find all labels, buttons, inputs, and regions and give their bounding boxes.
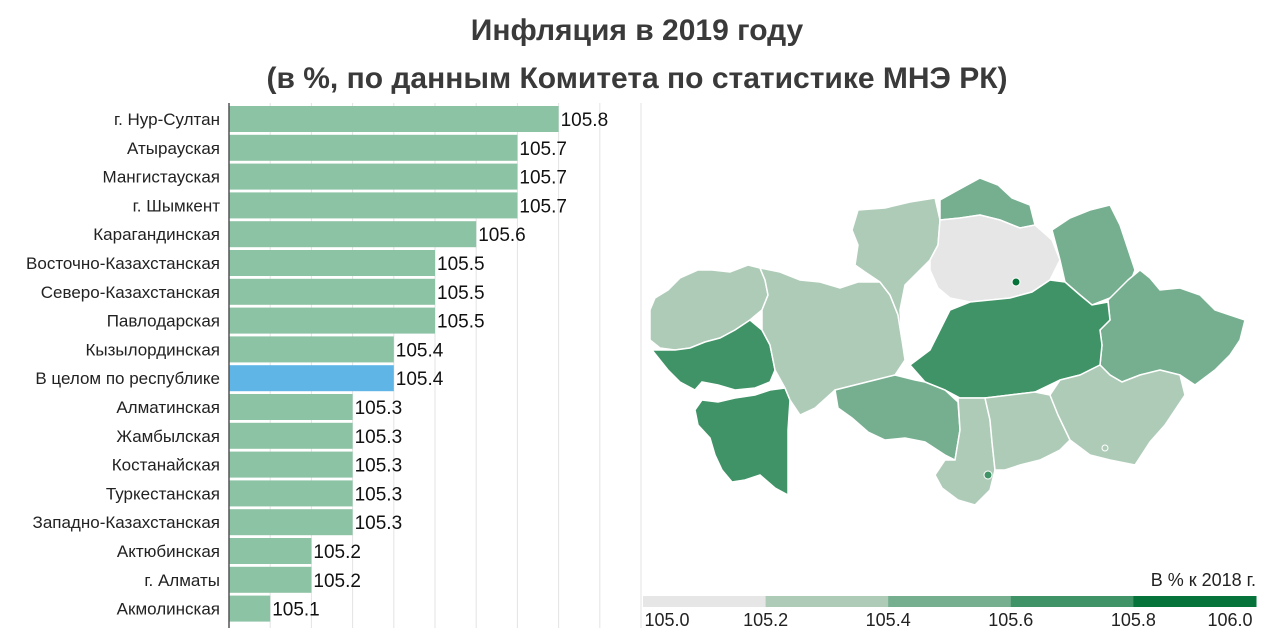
kazakhstan-map [649,177,1246,506]
bar [229,106,559,132]
category-label: Северо-Казахстанская [41,283,220,302]
category-label: г. Шымкент [133,196,221,215]
legend-tick-label: 106.0 [1207,610,1253,630]
chart-subtitle: (в %, по данным Комитета по статистике М… [266,62,1008,95]
chart-title: Инфляция в 2019 году [470,14,804,47]
category-label: В целом по республике [35,369,220,388]
legend-tick-label: 105.6 [988,610,1034,630]
region-vostochno-kazakhstanskaya [1099,269,1246,386]
bar [229,336,394,363]
data-label: 105.8 [561,110,609,131]
region-kyzylordinskaya [834,374,961,462]
region-almatinskaya [1049,364,1186,466]
legend-tick-label: 105.2 [743,610,789,630]
data-label: 105.3 [355,484,403,505]
bar [229,134,518,161]
category-label: Актюбинская [117,542,220,561]
bar [229,163,518,190]
region-mangistauskaya [694,387,791,497]
data-label: 105.4 [396,340,444,361]
bar [229,394,353,420]
city-nur-sultan [1011,277,1021,287]
data-label: 105.7 [519,168,567,189]
category-label: Западно-Казахстанская [33,513,220,532]
bar [229,538,312,564]
category-label: Жамбылская [116,427,220,446]
data-label: 105.3 [355,513,403,534]
data-label: 105.3 [355,398,403,419]
data-label: 105.7 [519,196,567,217]
city-almaty [1101,444,1109,452]
bar [229,451,353,478]
bar [229,221,477,248]
bar [229,278,435,305]
bar [229,192,518,219]
data-label: 105.5 [437,283,485,304]
legend-tick-label: 105.8 [1110,610,1156,630]
category-label: Костанайская [112,456,220,475]
bar [229,509,353,536]
category-label: Туркестанская [106,484,220,503]
bar [229,365,394,392]
category-label: Алматинская [116,398,220,417]
data-label: 105.2 [313,571,361,592]
region-kostanayskaya [851,197,941,341]
bar [229,307,435,334]
category-label: г. Нур-Султан [114,110,220,129]
category-label: Павлодарская [107,312,220,331]
legend-title: В % к 2018 г. [1150,570,1256,590]
bar [229,422,353,449]
category-label: Восточно-Казахстанская [26,254,220,273]
data-label: 105.1 [272,600,320,621]
data-label: 105.5 [437,312,485,333]
data-label: 105.3 [355,427,403,448]
bar [229,566,312,593]
region-zhambylskaya [984,391,1071,471]
bar [229,250,435,276]
city-shymkent [983,470,993,480]
data-label: 105.3 [355,456,403,477]
category-label: г. Алматы [144,571,220,590]
data-label: 105.7 [519,139,567,160]
category-label: Мангистауская [102,168,220,187]
category-label: Кызылординская [85,340,220,359]
bar [229,480,353,507]
data-label: 105.2 [313,542,361,563]
category-label: Акмолинская [117,600,220,619]
data-label: 105.4 [396,369,444,390]
legend-tick-label: 105.4 [865,610,911,630]
legend-tick-label: 105.0 [644,610,690,630]
data-label: 105.6 [478,225,526,246]
bar [229,595,271,622]
category-label: Атырауская [127,139,220,158]
category-label: Карагандинская [93,225,220,244]
data-label: 105.5 [437,254,485,275]
